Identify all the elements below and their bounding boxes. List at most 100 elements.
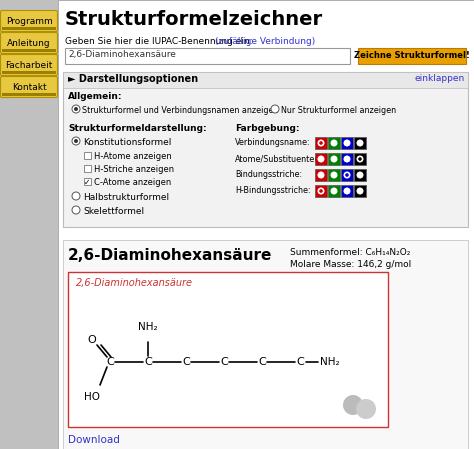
- Bar: [358, 48, 466, 64]
- Text: Anleitung: Anleitung: [7, 39, 51, 48]
- Text: Molare Masse: 146,2 g/mol: Molare Masse: 146,2 g/mol: [290, 260, 411, 269]
- Text: Farbgebung:: Farbgebung:: [235, 124, 300, 133]
- Text: Verbindungsname:: Verbindungsname:: [235, 138, 310, 147]
- Bar: [68, 272, 388, 427]
- Text: ► Darstellungsoptionen: ► Darstellungsoptionen: [68, 74, 198, 84]
- Circle shape: [271, 105, 279, 113]
- Bar: [63, 72, 468, 227]
- Circle shape: [72, 105, 80, 113]
- Text: Konstitutionsformel: Konstitutionsformel: [83, 138, 172, 147]
- Bar: [58, 0, 474, 449]
- Text: Strukturformel und Verbindungsnamen anzeigen: Strukturformel und Verbindungsnamen anze…: [82, 106, 279, 115]
- Circle shape: [319, 189, 323, 193]
- Text: Halbstrukturformel: Halbstrukturformel: [83, 193, 169, 202]
- Text: NH₂: NH₂: [138, 322, 158, 332]
- Bar: [2, 71, 56, 74]
- Circle shape: [343, 395, 363, 415]
- Bar: [0, 0, 58, 449]
- Text: ✓: ✓: [84, 178, 91, 187]
- Text: Bindungsstriche:: Bindungsstriche:: [235, 170, 302, 179]
- Text: Summenformel: C₆H₁₄N₂O₂: Summenformel: C₆H₁₄N₂O₂: [290, 248, 410, 257]
- Circle shape: [345, 173, 349, 177]
- Text: H-Striche anzeigen: H-Striche anzeigen: [94, 165, 174, 174]
- Circle shape: [344, 140, 350, 146]
- Bar: [328, 169, 340, 181]
- Circle shape: [330, 140, 337, 146]
- Bar: [84, 178, 91, 185]
- FancyBboxPatch shape: [0, 54, 57, 75]
- Circle shape: [344, 172, 350, 179]
- Text: NH₂: NH₂: [320, 357, 340, 367]
- Bar: [354, 169, 366, 181]
- Circle shape: [72, 137, 80, 145]
- Bar: [354, 137, 366, 149]
- Bar: [315, 137, 327, 149]
- Text: (zufällige Verbindung): (zufällige Verbindung): [215, 37, 315, 46]
- Bar: [84, 165, 91, 172]
- Text: Geben Sie hier die IUPAC-Benennung ein:: Geben Sie hier die IUPAC-Benennung ein:: [65, 37, 253, 46]
- Text: Facharbeit: Facharbeit: [5, 61, 53, 70]
- Text: C: C: [106, 357, 114, 367]
- Circle shape: [344, 155, 350, 163]
- Circle shape: [344, 188, 350, 194]
- Text: H-Bindungsstriche:: H-Bindungsstriche:: [235, 186, 310, 195]
- Bar: [328, 137, 340, 149]
- Text: C: C: [296, 357, 304, 367]
- Circle shape: [330, 188, 337, 194]
- Bar: [84, 152, 91, 159]
- Circle shape: [356, 140, 364, 146]
- Circle shape: [318, 188, 325, 194]
- Text: C: C: [182, 357, 190, 367]
- Bar: [354, 185, 366, 197]
- Text: Allgemein:: Allgemein:: [68, 92, 122, 101]
- Circle shape: [356, 188, 364, 194]
- Bar: [2, 49, 56, 52]
- Bar: [328, 185, 340, 197]
- Text: 2,6-Diaminohexansäure: 2,6-Diaminohexansäure: [68, 248, 273, 263]
- Circle shape: [356, 172, 364, 179]
- Bar: [315, 153, 327, 165]
- Text: H-Atome anzeigen: H-Atome anzeigen: [94, 152, 172, 161]
- Bar: [315, 185, 327, 197]
- Text: Download: Download: [68, 435, 120, 445]
- Bar: [341, 153, 353, 165]
- Circle shape: [356, 399, 376, 419]
- Text: Strukturformeldarstellung:: Strukturformeldarstellung:: [68, 124, 207, 133]
- Text: O: O: [88, 335, 96, 345]
- Circle shape: [330, 155, 337, 163]
- Text: Kontakt: Kontakt: [12, 83, 46, 92]
- Bar: [2, 27, 56, 30]
- Bar: [65, 48, 350, 64]
- Bar: [315, 169, 327, 181]
- Text: 2,6-Diaminohexansäure: 2,6-Diaminohexansäure: [76, 278, 193, 288]
- Bar: [63, 240, 468, 449]
- Bar: [341, 137, 353, 149]
- Bar: [341, 169, 353, 181]
- Circle shape: [330, 172, 337, 179]
- Text: Strukturformelzeichner: Strukturformelzeichner: [65, 10, 323, 29]
- Text: C: C: [258, 357, 266, 367]
- Bar: [354, 153, 366, 165]
- Circle shape: [319, 141, 323, 145]
- Bar: [328, 153, 340, 165]
- Bar: [63, 72, 468, 88]
- Text: Programm: Programm: [6, 17, 52, 26]
- Text: C-Atome anzeigen: C-Atome anzeigen: [94, 178, 171, 187]
- Text: 2,6-Diaminohexansäure: 2,6-Diaminohexansäure: [68, 50, 176, 59]
- Text: C: C: [220, 357, 228, 367]
- Circle shape: [356, 155, 364, 163]
- FancyBboxPatch shape: [0, 76, 57, 97]
- Text: C: C: [144, 357, 152, 367]
- Bar: [2, 93, 56, 96]
- Text: Nur Strukturformel anzeigen: Nur Strukturformel anzeigen: [281, 106, 396, 115]
- Circle shape: [74, 139, 78, 143]
- Circle shape: [72, 192, 80, 200]
- Circle shape: [72, 206, 80, 214]
- Text: einklappen: einklappen: [415, 74, 465, 83]
- FancyBboxPatch shape: [0, 10, 57, 31]
- Text: Zeichne Strukturformel!: Zeichne Strukturformel!: [354, 52, 470, 61]
- FancyBboxPatch shape: [0, 32, 57, 53]
- Text: HO: HO: [84, 392, 100, 402]
- Circle shape: [358, 157, 362, 161]
- Text: Atome/Substituenten:: Atome/Substituenten:: [235, 154, 323, 163]
